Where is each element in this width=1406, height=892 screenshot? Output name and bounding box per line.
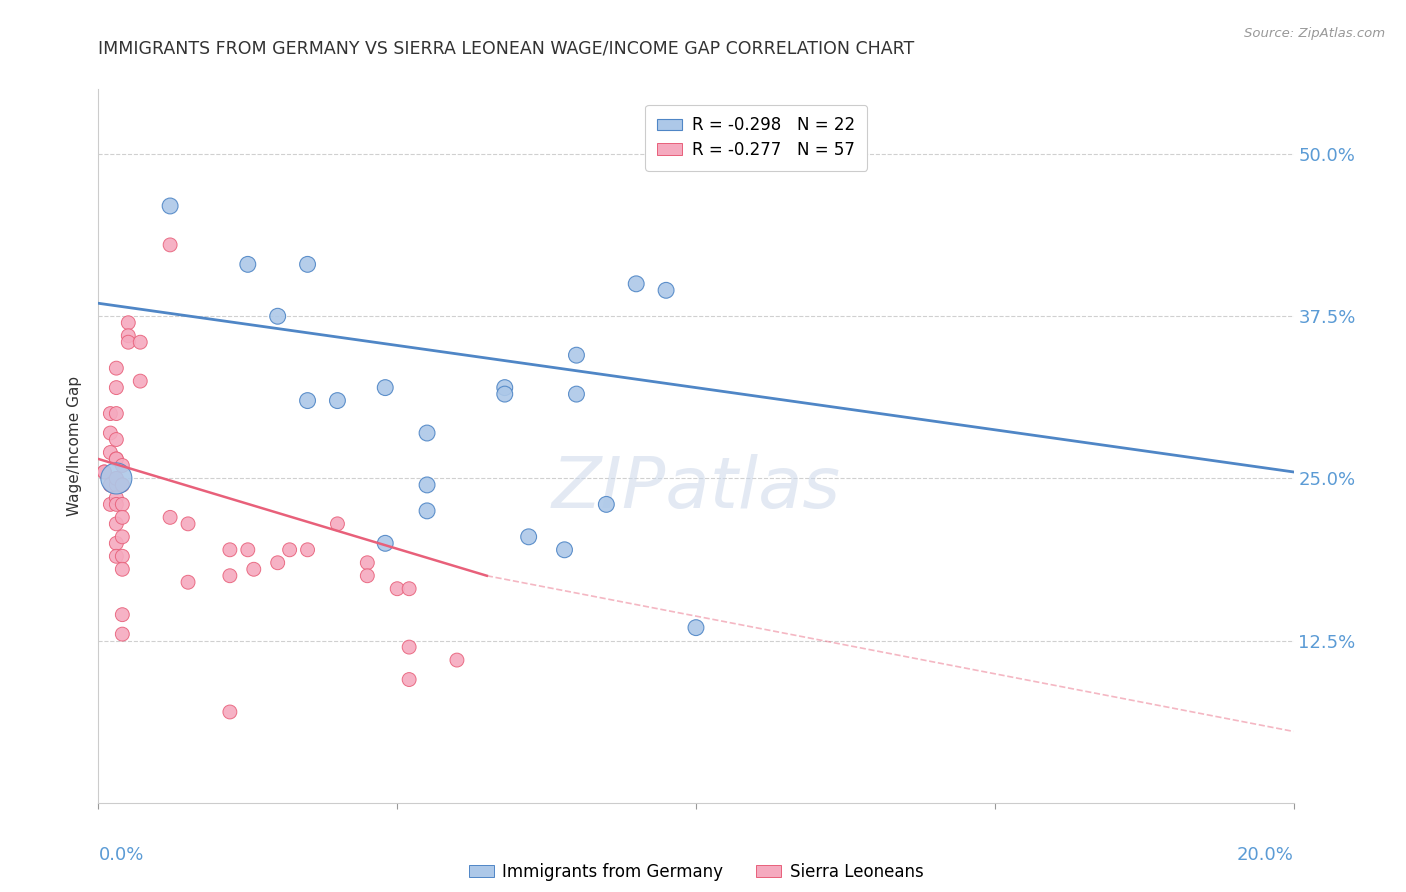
Point	[105, 536, 128, 550]
Point	[105, 471, 128, 485]
Point	[105, 478, 128, 492]
Text: Source: ZipAtlas.com: Source: ZipAtlas.com	[1244, 27, 1385, 40]
Point	[105, 452, 128, 467]
Point	[236, 257, 259, 271]
Point	[554, 542, 576, 557]
Point	[159, 199, 181, 213]
Point	[398, 673, 420, 687]
Point	[416, 504, 439, 518]
Point	[297, 542, 319, 557]
Point	[177, 575, 200, 590]
Point	[105, 471, 128, 485]
Point	[105, 491, 128, 505]
Point	[385, 582, 409, 596]
Point	[243, 562, 266, 576]
Point	[111, 510, 134, 524]
Point	[105, 549, 128, 564]
Point	[517, 530, 540, 544]
Point	[100, 425, 122, 440]
Point	[159, 238, 181, 252]
Point	[111, 530, 134, 544]
Point	[105, 433, 128, 447]
Text: IMMIGRANTS FROM GERMANY VS SIERRA LEONEAN WAGE/INCOME GAP CORRELATION CHART: IMMIGRANTS FROM GERMANY VS SIERRA LEONEA…	[98, 40, 915, 58]
Point	[374, 536, 396, 550]
Point	[111, 607, 134, 622]
Point	[105, 407, 128, 421]
Point	[494, 387, 516, 401]
Point	[356, 556, 378, 570]
Point	[416, 478, 439, 492]
Text: 0.0%: 0.0%	[98, 846, 143, 863]
Point	[398, 582, 420, 596]
Point	[117, 316, 139, 330]
Point	[219, 705, 242, 719]
Point	[129, 374, 152, 388]
Point	[219, 568, 242, 582]
Point	[100, 478, 122, 492]
Point	[356, 568, 378, 582]
Point	[105, 452, 128, 467]
Point	[117, 328, 139, 343]
Point	[297, 257, 319, 271]
Point	[105, 381, 128, 395]
Point	[326, 516, 349, 531]
Point	[111, 562, 134, 576]
Point	[111, 478, 134, 492]
Y-axis label: Wage/Income Gap: Wage/Income Gap	[67, 376, 83, 516]
Point	[219, 542, 242, 557]
Point	[267, 556, 290, 570]
Point	[297, 393, 319, 408]
Point	[100, 407, 122, 421]
Point	[105, 361, 128, 376]
Point	[93, 465, 115, 479]
Point	[236, 542, 259, 557]
Point	[105, 497, 128, 511]
Point	[111, 458, 134, 473]
Point	[565, 387, 588, 401]
Text: 20.0%: 20.0%	[1237, 846, 1294, 863]
Point	[105, 516, 128, 531]
Point	[111, 497, 134, 511]
Point	[105, 471, 128, 485]
Point	[129, 335, 152, 350]
Point	[111, 549, 134, 564]
Point	[267, 310, 290, 324]
Point	[595, 497, 617, 511]
Point	[398, 640, 420, 654]
Point	[100, 445, 122, 459]
Point	[100, 497, 122, 511]
Point	[685, 621, 707, 635]
Point	[278, 542, 301, 557]
Point	[100, 478, 122, 492]
Point	[416, 425, 439, 440]
Point	[626, 277, 648, 291]
Point	[111, 627, 134, 641]
Point	[565, 348, 588, 362]
Point	[374, 381, 396, 395]
Point	[494, 381, 516, 395]
Point	[93, 465, 115, 479]
Point	[159, 510, 181, 524]
Text: ZIPatlas: ZIPatlas	[551, 454, 841, 524]
Point	[326, 393, 349, 408]
Point	[117, 335, 139, 350]
Point	[177, 516, 200, 531]
Point	[111, 478, 134, 492]
Point	[446, 653, 468, 667]
Legend: Immigrants from Germany, Sierra Leoneans: Immigrants from Germany, Sierra Leoneans	[463, 856, 929, 888]
Point	[655, 283, 678, 297]
